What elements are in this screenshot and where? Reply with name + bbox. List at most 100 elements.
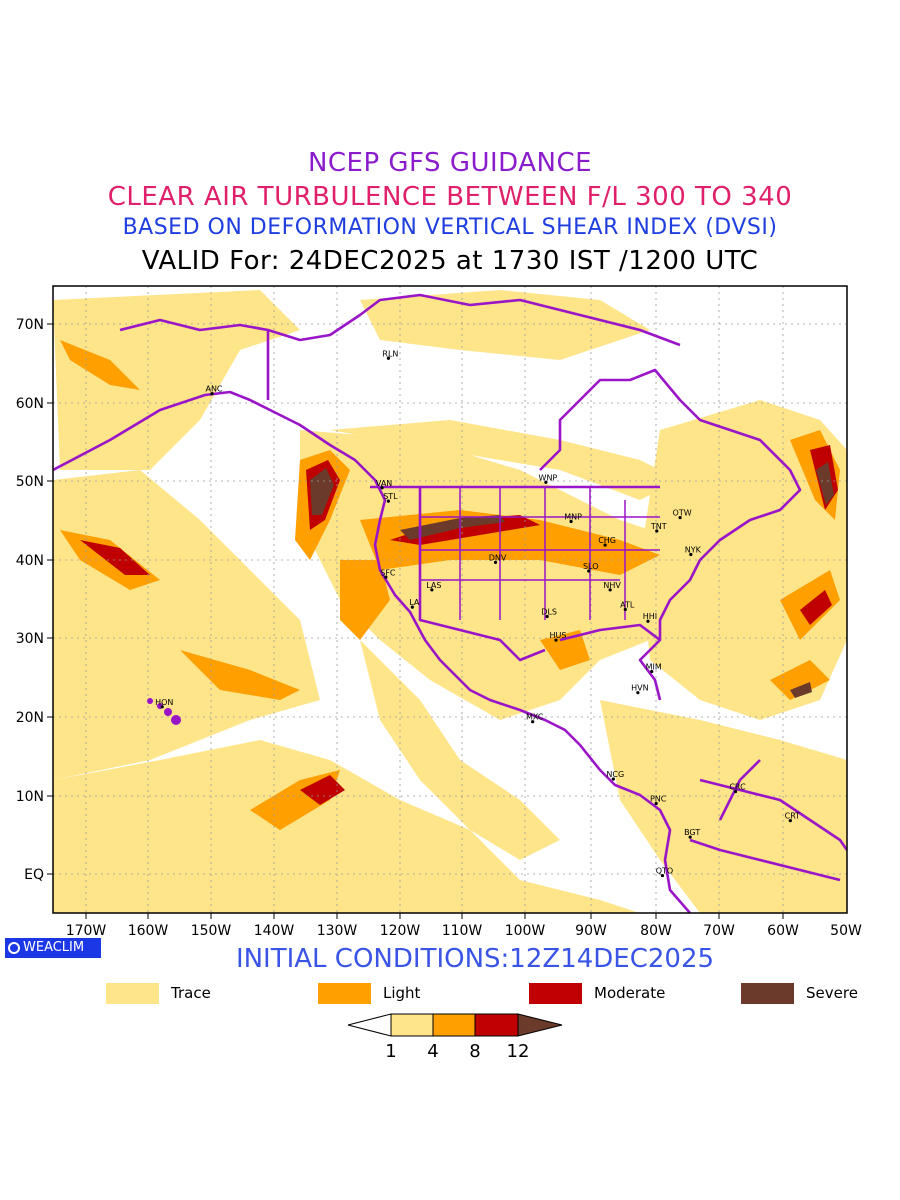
station-dot (654, 801, 658, 806)
lon-label: 130W (317, 923, 358, 939)
weaclim-logo: WEACLIM (5, 938, 101, 958)
station-dot (430, 588, 434, 592)
lon-label: 90W (575, 923, 607, 939)
station-dot (380, 486, 384, 490)
station-dot (410, 605, 414, 609)
colorbar-severe (517, 1013, 563, 1037)
lat-label: 50N (16, 474, 44, 490)
station-dot (603, 543, 607, 547)
station-label: WNP (539, 473, 558, 482)
station-label: MNP (564, 513, 582, 522)
station-dot (554, 638, 558, 642)
station-label: LAS (426, 581, 441, 590)
station-label: STL (383, 492, 398, 501)
station-label: HHI (643, 612, 657, 621)
station-dot (688, 835, 692, 839)
station-label: HVN (631, 684, 648, 693)
lat-label: 30N (16, 631, 44, 647)
station-label: QTO (656, 867, 673, 876)
colorbar-moderate (474, 1013, 519, 1037)
lon-label: 60W (767, 923, 799, 939)
legend-label-trace: Trace (171, 984, 211, 1002)
longitude-labels: 170W 160W 150W 140W 130W 120W 110W 100W … (66, 923, 862, 939)
station-dot (587, 569, 591, 573)
station-label: MIM (646, 662, 662, 671)
station-dot (660, 873, 665, 878)
colorbar-tick: 12 (507, 1041, 530, 1062)
station-dot (210, 391, 214, 396)
lon-label: 80W (640, 923, 672, 939)
title-valid-time: VALID For: 24DEC2025 at 1730 IST /1200 U… (141, 246, 759, 276)
station-dot (733, 789, 738, 794)
station-dot (646, 619, 650, 623)
station-dot (531, 720, 535, 724)
legend-swatch-light (318, 982, 371, 1004)
station-labels: RLN ANC VAN STL WNP MNP OTW TNT CHG NYK DNV SFC SLO L… (155, 349, 801, 878)
lat-label: 40N (16, 553, 44, 569)
colorbar-ticks: 1 4 8 12 (385, 1041, 529, 1062)
lat-label: EQ (24, 867, 44, 883)
logo-ring-icon (8, 942, 20, 954)
state-borders (420, 487, 660, 620)
colorbar-tick: 8 (469, 1041, 480, 1062)
station-dot (636, 691, 640, 695)
station-label: PNC (650, 795, 667, 804)
station-label: DNV (489, 553, 507, 562)
colorbar-below-1 (347, 1013, 392, 1037)
station-dot (545, 614, 549, 619)
station-dot (493, 560, 498, 564)
station-dot (689, 552, 693, 557)
logo-text: WEACLIM (23, 940, 85, 955)
lon-label: 150W (191, 923, 232, 939)
initial-conditions: INITIAL CONDITIONS:12Z14DEC2025 (235, 944, 715, 974)
station-label: OTW (673, 509, 692, 518)
colorbar (347, 1013, 563, 1037)
title-method: BASED ON DEFORMATION VERTICAL SHEAR INDE… (122, 215, 778, 240)
station-dot (623, 607, 627, 612)
station-label: NCG (606, 770, 624, 779)
station-dot (160, 705, 164, 709)
station-label: ANC (205, 385, 222, 394)
map-frame (52, 285, 848, 914)
title-model: NCEP GFS GUIDANCE (307, 148, 593, 178)
legend-label-moderate: Moderate (594, 984, 666, 1002)
station-dot (386, 356, 390, 360)
station-label: DLS (541, 608, 557, 617)
station-label: HON (155, 698, 173, 707)
station-label: CRC (729, 783, 746, 792)
colorbar-light (432, 1013, 476, 1037)
lon-label: 50W (830, 923, 862, 939)
station-dot (678, 516, 682, 520)
lon-label: 120W (380, 923, 421, 939)
station-dot (788, 819, 792, 823)
lon-label: 170W (66, 923, 107, 939)
station-label: TNT (650, 522, 667, 531)
station-label: RLN (382, 349, 398, 358)
station-dot (386, 499, 390, 503)
station-label: BGT (684, 828, 700, 837)
title-product: CLEAR AIR TURBULENCE BETWEEN F/L 300 TO … (107, 182, 793, 212)
legend-label-severe: Severe (806, 984, 858, 1002)
station-label: CRT (785, 812, 801, 821)
station-label: CHG (598, 536, 616, 545)
legend-swatch-trace (106, 982, 159, 1004)
legend-swatch-moderate (529, 982, 582, 1004)
station-dot (608, 588, 612, 592)
legend-moderate: Moderate (529, 982, 665, 1004)
station-label: SFC (380, 568, 396, 577)
lon-label: 100W (505, 923, 546, 939)
station-label: LA (409, 598, 420, 607)
map-plot-area: RLN ANC VAN STL WNP MNP OTW TNT CHG NYK DNV SFC SLO L… (53, 286, 847, 913)
station-label: NYK (685, 546, 702, 555)
lon-label: 110W (442, 923, 483, 939)
station-dot (655, 529, 659, 533)
legend-trace: Trace (106, 982, 211, 1004)
legend-light: Light (318, 982, 420, 1004)
station-label: VAN (376, 479, 392, 488)
axis-ticks (47, 323, 784, 919)
lon-label: 160W (128, 923, 169, 939)
lon-label: 70W (703, 923, 735, 939)
station-dot (544, 480, 548, 484)
colorbar-tick: 4 (427, 1041, 438, 1062)
